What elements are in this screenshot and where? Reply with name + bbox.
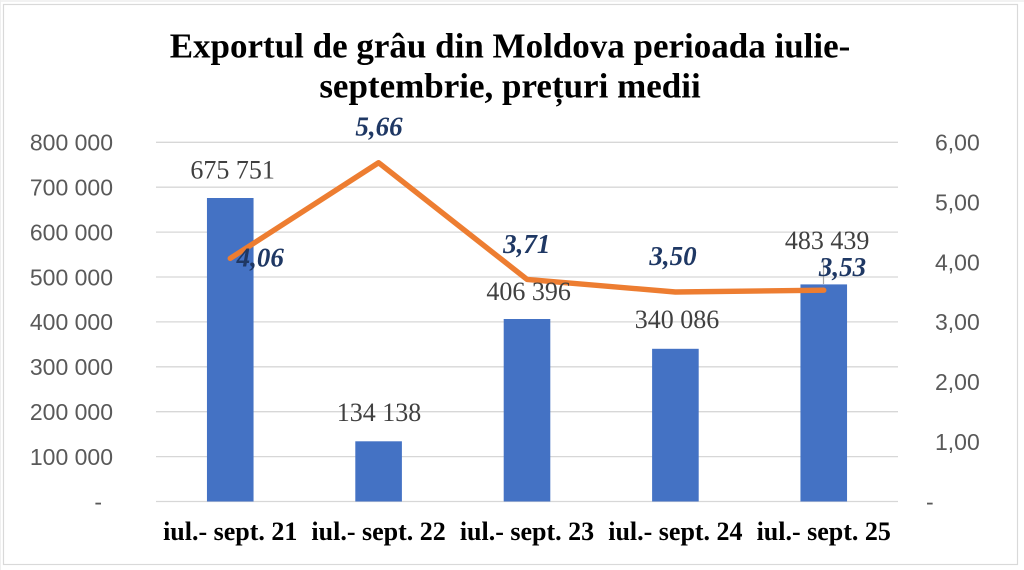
svg-text:600 000: 600 000 <box>30 219 113 245</box>
svg-text:iul.- sept. 21: iul.- sept. 21 <box>163 517 297 546</box>
svg-text:4,00: 4,00 <box>935 249 980 275</box>
svg-text:5,66: 5,66 <box>355 111 403 141</box>
svg-text:3,50: 3,50 <box>648 241 697 271</box>
svg-text:500 000: 500 000 <box>30 264 113 290</box>
svg-text:Exportul de grâu din Moldova p: Exportul de grâu din Moldova perioada iu… <box>170 27 851 66</box>
svg-text:134 138: 134 138 <box>337 398 422 427</box>
svg-text:1,00: 1,00 <box>935 429 980 455</box>
svg-text:6,00: 6,00 <box>935 130 980 156</box>
svg-text:675 751: 675 751 <box>190 156 275 185</box>
svg-text:iul.- sept. 25: iul.- sept. 25 <box>757 517 891 546</box>
svg-text:iul.- sept. 23: iul.- sept. 23 <box>460 517 594 546</box>
svg-text:3,53: 3,53 <box>818 252 866 282</box>
svg-text:100 000: 100 000 <box>30 444 113 470</box>
svg-text:septembrie, prețuri medii: septembrie, prețuri medii <box>319 67 701 107</box>
svg-text:483 439: 483 439 <box>785 226 870 255</box>
svg-text:340 086: 340 086 <box>635 305 720 334</box>
svg-text:406 396: 406 396 <box>486 277 571 306</box>
svg-text:-: - <box>926 489 934 515</box>
svg-text:5,00: 5,00 <box>935 190 980 216</box>
svg-text:200 000: 200 000 <box>30 399 113 425</box>
svg-text:iul.- sept. 22: iul.- sept. 22 <box>311 517 445 546</box>
svg-text:3,71: 3,71 <box>502 229 550 259</box>
svg-text:800 000: 800 000 <box>30 130 113 156</box>
svg-text:4,06: 4,06 <box>236 243 285 273</box>
svg-text:700 000: 700 000 <box>30 175 113 201</box>
svg-text:2,00: 2,00 <box>935 369 980 395</box>
svg-text:iul.- sept. 24: iul.- sept. 24 <box>608 517 742 546</box>
svg-text:300 000: 300 000 <box>30 354 113 380</box>
svg-text:-: - <box>94 489 102 515</box>
svg-text:3,00: 3,00 <box>935 309 980 335</box>
svg-text:400 000: 400 000 <box>30 309 113 335</box>
